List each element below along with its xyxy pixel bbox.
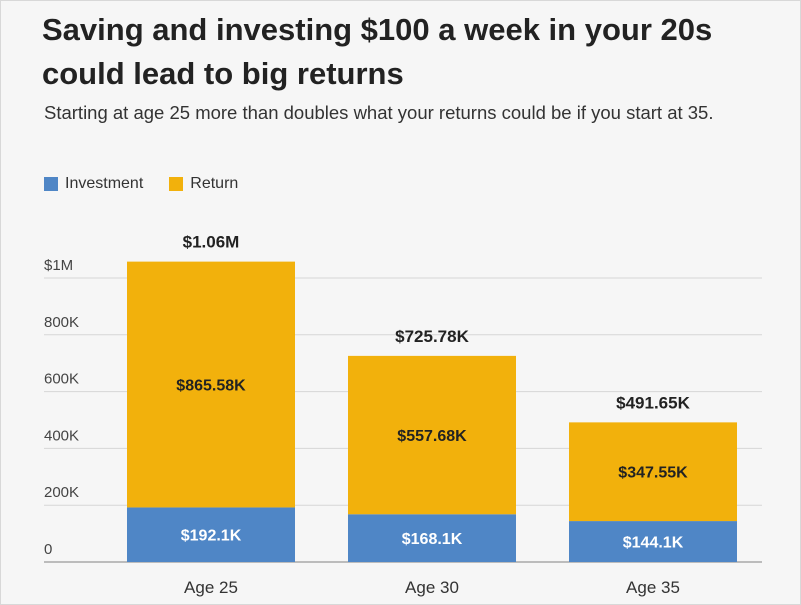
bar-label-return: $557.68K xyxy=(397,428,467,445)
legend-item-return: Return xyxy=(169,175,238,193)
y-tick-label: 800K xyxy=(44,314,79,331)
bar-total-label: $1.06M xyxy=(183,233,240,252)
x-category-label: Age 35 xyxy=(626,578,680,597)
bar-label-return: $347.55K xyxy=(618,465,688,482)
x-category-label: Age 25 xyxy=(184,578,238,597)
legend-swatch-investment xyxy=(44,177,58,191)
bar-label-investment: $192.1K xyxy=(181,528,242,545)
y-tick-label: 0 xyxy=(44,541,52,558)
legend-swatch-return xyxy=(169,177,184,191)
x-category-label: Age 30 xyxy=(405,578,459,597)
legend-label-return: Return xyxy=(190,175,239,192)
y-tick-label: 600K xyxy=(44,371,79,388)
bar-investment xyxy=(569,521,737,562)
chart-title: Saving and investing $100 a week in your… xyxy=(42,12,713,91)
legend-item-investment: Investment xyxy=(44,175,143,193)
bar-label-return: $865.58K xyxy=(176,378,246,395)
bar-total-label: $725.78K xyxy=(395,327,469,346)
y-tick-label: 200K xyxy=(44,484,79,501)
bar-return xyxy=(348,355,516,515)
bar-label-investment: $144.1K xyxy=(623,535,684,552)
chart-subtitle: Starting at age 25 more than doubles wha… xyxy=(44,102,714,123)
bar-investment xyxy=(127,507,295,562)
bar-total-label: $491.65K xyxy=(616,393,690,412)
bar-return xyxy=(569,422,737,522)
y-tick-label: 400K xyxy=(44,427,79,444)
y-tick-label: $1M xyxy=(44,257,73,274)
bar-investment xyxy=(348,514,516,562)
legend-label-investment: Investment xyxy=(65,175,144,192)
bar-label-investment: $168.1K xyxy=(402,531,463,548)
legend: Investment Return xyxy=(44,174,264,194)
bar-return xyxy=(127,261,295,508)
